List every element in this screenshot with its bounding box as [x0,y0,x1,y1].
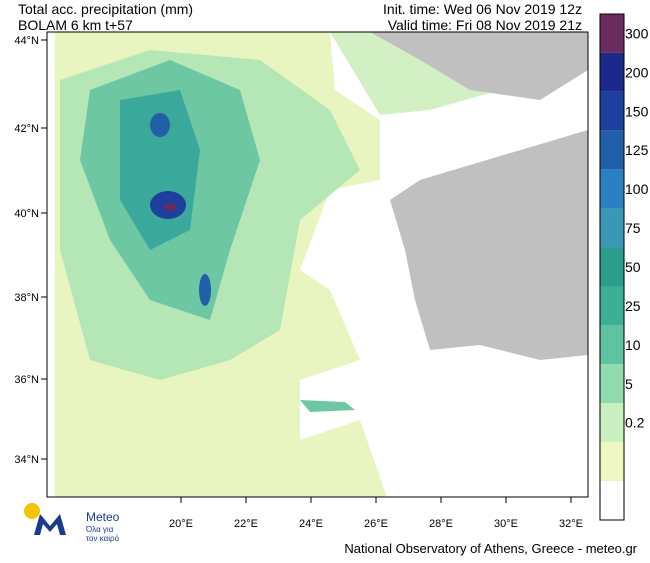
lat-label: 38°N [14,292,39,304]
logo-sun [24,503,40,519]
precip-max [199,274,211,306]
colorbar-swatch [600,286,624,326]
footer: National Observatory of Athens, Greece -… [344,541,637,556]
colorbar-label: 0.2 [625,415,645,431]
colorbar-swatch [600,364,624,404]
colorbar-swatch [600,14,624,53]
colorbar-swatch [600,325,624,365]
title: Total acc. precipitation (mm) [18,1,193,17]
colorbar-label: 200 [625,64,649,80]
lon-label: 28°E [429,518,453,530]
logo-tagline: Όλα για [85,525,114,534]
colorbar-swatch [600,130,624,170]
map [47,32,588,497]
colorbar-swatch [600,91,624,131]
lon-label: 30°E [494,518,518,530]
colorbar-label: 150 [625,103,649,119]
lat-label: 36°N [14,374,39,386]
crete [300,400,355,412]
colorbar-swatch [600,169,624,209]
lon-label: 22°E [234,518,258,530]
land-grey [370,32,588,100]
colorbar-frame [599,13,625,521]
colorbar-swatch [600,52,624,92]
lat-label: 40°N [14,208,39,220]
logo-tagline: τον καιρό [86,534,120,543]
map-frame [46,31,589,498]
colorbar-label: 5 [625,376,633,392]
logo-mark [34,514,66,535]
colorbar: 300 200 150 125 100 75 50 25 10 5 0.2 [599,13,649,521]
domain-edge [47,32,55,497]
axes: 44°N 42°N 40°N 38°N 36°N 34°N 20°E 22°E 24°E 26°E… [14,35,583,530]
colorbar-label: 25 [625,298,641,314]
colorbar-swatch [600,208,624,248]
colorbar-label: 10 [625,337,641,353]
lon-label: 32°E [559,518,583,530]
lon-label: 24°E [299,518,323,530]
lon-label: 26°E [364,518,388,530]
valid-time: Valid time: Fri 08 Nov 2019 21z [388,17,582,33]
colorbar-label: 125 [625,142,649,158]
lat-label: 42°N [14,123,39,135]
lat-label: 34°N [14,454,39,466]
land-grey [390,130,588,360]
colorbar-swatch [600,481,624,520]
black-sea [430,100,588,165]
colorbar-swatch [600,403,624,443]
colorbar-label: 75 [625,220,641,236]
init-time: Init. time: Wed 06 Nov 2019 12z [383,1,582,17]
colorbar-swatch [600,247,624,287]
model: BOLAM 6 km t+57 [18,17,133,33]
colorbar-label: 50 [625,259,641,275]
colorbar-label: 100 [625,181,649,197]
colorbar-label: 300 [625,25,649,41]
precip-max [150,113,170,137]
lat-label: 44°N [14,35,39,47]
colorbar-swatch [600,442,624,482]
precip-max [164,203,176,211]
logo: Meteo Όλα για τον καιρό [24,503,120,543]
lon-label: 20°E [169,518,193,530]
logo-name: Meteo [86,510,120,524]
